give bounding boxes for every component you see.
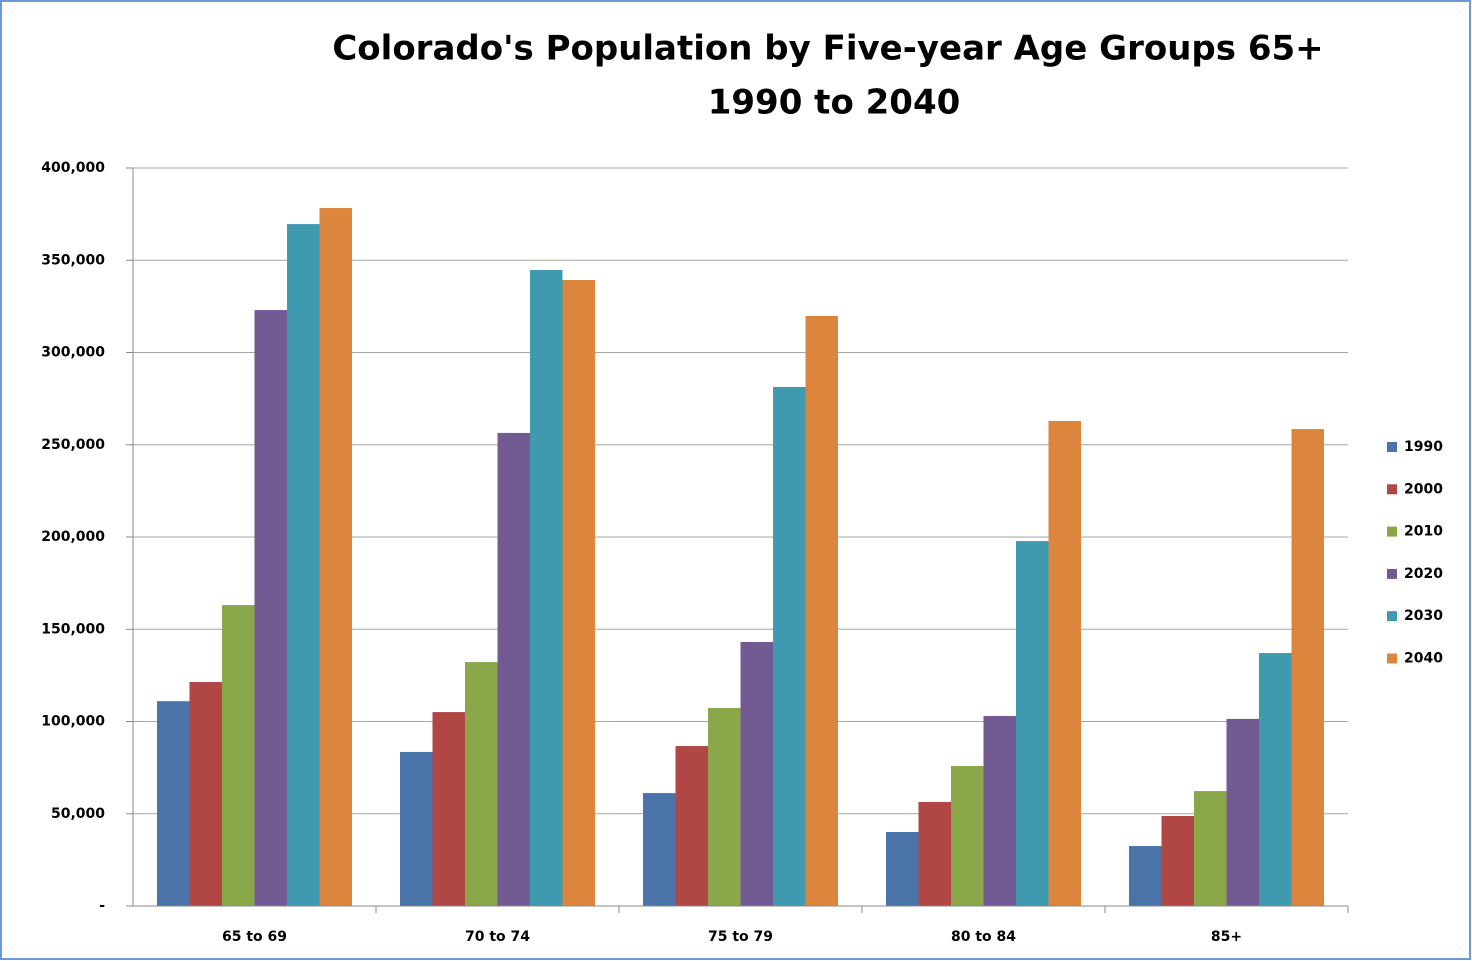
legend-label: 2040 — [1404, 651, 1443, 667]
y-tick-label: 300,000 — [41, 345, 105, 361]
bar — [530, 270, 563, 906]
bar — [773, 387, 806, 907]
legend-swatch — [1387, 484, 1397, 495]
bar — [1161, 815, 1194, 906]
bar — [400, 751, 433, 906]
legend-swatch — [1387, 653, 1397, 664]
legend-swatch — [1387, 526, 1397, 537]
x-tick-label: 65 to 69 — [222, 929, 287, 945]
bar — [189, 682, 222, 906]
bar — [1194, 791, 1227, 906]
chart-title: Colorado's Population by Five-year Age G… — [332, 29, 1323, 69]
y-tick-label: - — [99, 898, 105, 914]
bar — [675, 746, 708, 906]
y-tick-label: 50,000 — [51, 806, 105, 822]
bar — [1129, 846, 1162, 906]
legend-swatch — [1387, 442, 1397, 452]
bar — [157, 701, 190, 906]
bar — [287, 224, 320, 906]
bar — [983, 715, 1016, 906]
legend-label: 2000 — [1404, 481, 1443, 497]
bar — [708, 708, 741, 906]
y-tick-label: 250,000 — [41, 437, 105, 453]
bar — [951, 765, 984, 906]
bar — [1259, 653, 1292, 906]
legend-label: 1990 — [1404, 439, 1443, 455]
bar — [1291, 429, 1324, 906]
bar — [1048, 420, 1081, 906]
legend-label: 2020 — [1404, 566, 1443, 582]
x-tick-label: 75 to 79 — [708, 929, 773, 945]
legend-label: 2010 — [1404, 524, 1443, 540]
bar — [805, 315, 838, 906]
y-tick-label: 350,000 — [41, 252, 105, 268]
x-tick-label: 70 to 74 — [465, 929, 530, 945]
bar — [432, 712, 465, 906]
legend-label: 2030 — [1404, 608, 1443, 624]
bar — [319, 208, 352, 906]
bar — [886, 832, 919, 906]
bar — [643, 793, 676, 906]
y-tick-label: 150,000 — [41, 621, 105, 637]
x-tick-label: 80 to 84 — [951, 929, 1016, 945]
legend-swatch — [1387, 611, 1397, 622]
bar — [562, 279, 595, 907]
bar — [1016, 541, 1049, 906]
chart-subtitle: 1990 to 2040 — [708, 83, 961, 123]
y-tick-label: 400,000 — [41, 160, 105, 176]
legend-swatch — [1387, 568, 1397, 579]
bar — [1226, 718, 1259, 906]
bar — [497, 432, 530, 906]
bar — [918, 801, 951, 906]
bar — [465, 662, 498, 906]
bar — [222, 605, 255, 906]
y-tick-label: 100,000 — [41, 714, 105, 730]
x-tick-label: 85+ — [1211, 929, 1242, 945]
bar — [254, 310, 287, 906]
y-tick-label: 200,000 — [41, 529, 105, 545]
bar — [740, 641, 773, 906]
